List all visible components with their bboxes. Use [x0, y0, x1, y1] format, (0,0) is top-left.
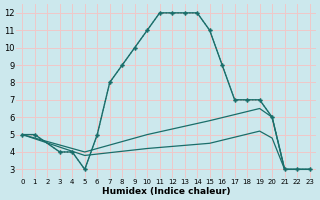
- X-axis label: Humidex (Indice chaleur): Humidex (Indice chaleur): [102, 187, 230, 196]
